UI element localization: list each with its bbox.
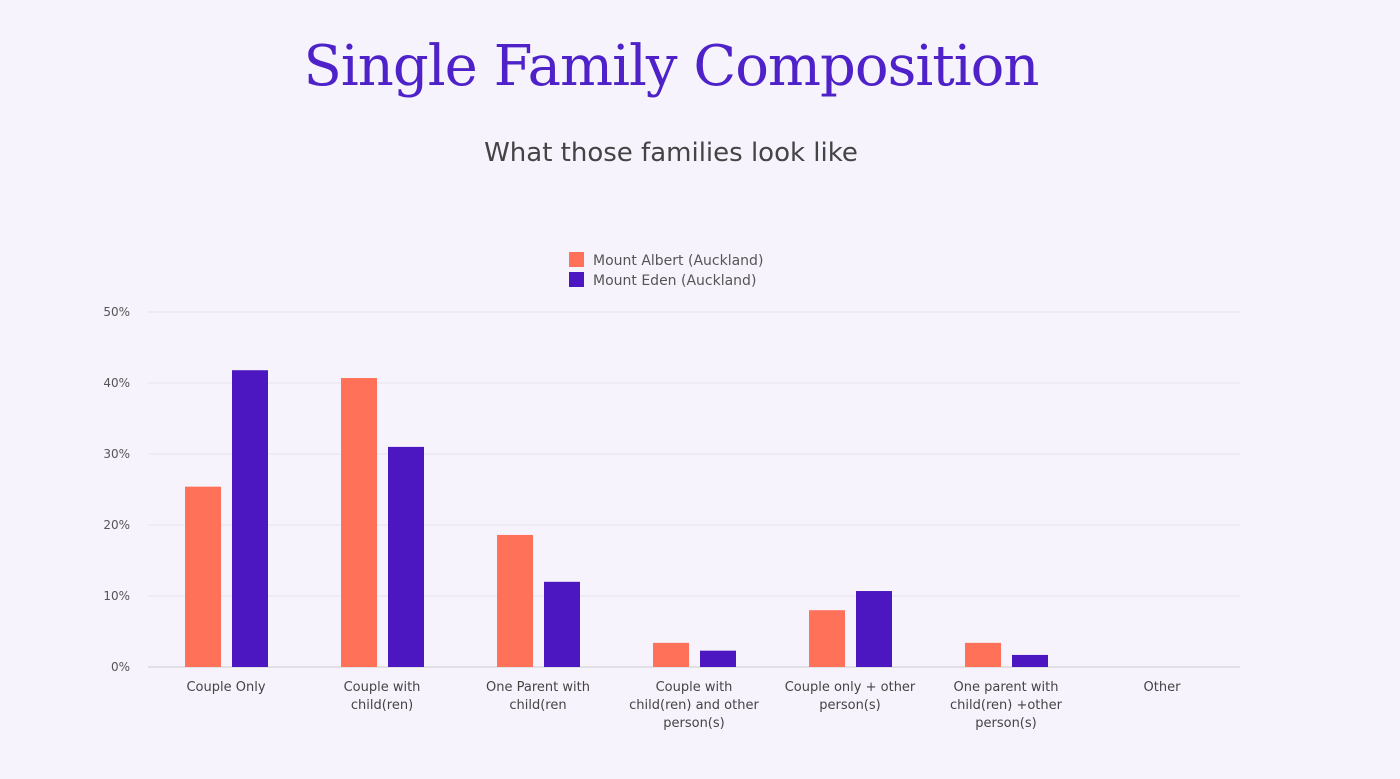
legend-label: Mount Albert (Auckland) bbox=[593, 253, 763, 269]
bar-mount-albert bbox=[809, 610, 845, 667]
x-tick-label: Couple with bbox=[656, 680, 733, 695]
x-tick-label: child(ren) and other bbox=[629, 698, 759, 713]
x-tick-label: person(s) bbox=[663, 716, 724, 731]
page-subtitle: What those families look like bbox=[484, 138, 858, 168]
legend-swatch bbox=[569, 252, 584, 267]
x-tick-label: child(ren) +other bbox=[950, 698, 1063, 713]
x-tick-label: Couple Only bbox=[186, 680, 265, 695]
x-tick-label: person(s) bbox=[975, 716, 1036, 731]
bar-mount-eden bbox=[544, 581, 580, 667]
legend-swatch bbox=[569, 272, 584, 287]
x-tick-label: child(ren) bbox=[351, 698, 413, 713]
x-tick-label: child(ren bbox=[509, 698, 566, 713]
bar-mount-albert bbox=[965, 642, 1001, 667]
bar-mount-eden bbox=[232, 370, 268, 667]
legend-label: Mount Eden (Auckland) bbox=[593, 273, 756, 289]
x-tick-label: Couple with bbox=[344, 680, 421, 695]
bar-mount-albert bbox=[653, 642, 689, 667]
bar-mount-albert bbox=[185, 486, 221, 667]
x-tick-label: Other bbox=[1144, 680, 1182, 695]
page-title: Single Family Composition bbox=[303, 34, 1040, 99]
x-tick-label: Couple only + other bbox=[785, 680, 916, 695]
y-tick-label: 30% bbox=[103, 447, 130, 461]
y-tick-label: 50% bbox=[103, 305, 130, 319]
x-tick-label: One parent with bbox=[954, 680, 1059, 695]
bar-mount-eden bbox=[1012, 654, 1048, 667]
y-tick-label: 0% bbox=[111, 660, 130, 674]
x-tick-label: One Parent with bbox=[486, 680, 590, 695]
y-tick-label: 20% bbox=[103, 518, 130, 532]
x-tick-label: person(s) bbox=[819, 698, 880, 713]
bar-mount-eden bbox=[388, 446, 424, 667]
bar-mount-eden bbox=[856, 591, 892, 667]
y-tick-label: 40% bbox=[103, 376, 130, 390]
bar-mount-albert bbox=[341, 378, 377, 667]
y-tick-label: 10% bbox=[103, 589, 130, 603]
bar-mount-albert bbox=[497, 534, 533, 667]
bar-mount-eden bbox=[700, 650, 736, 667]
